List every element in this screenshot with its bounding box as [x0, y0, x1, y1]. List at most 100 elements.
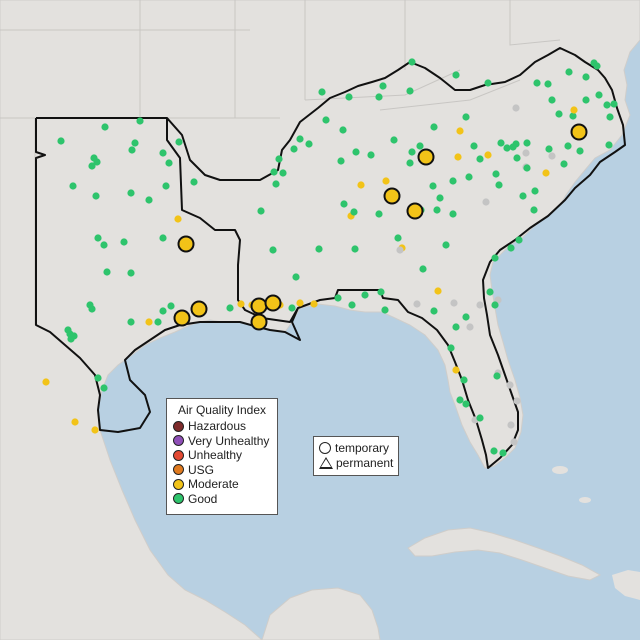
- site-marker[interactable]: [159, 234, 167, 242]
- site-marker[interactable]: [334, 294, 342, 302]
- site-marker[interactable]: [452, 366, 460, 374]
- site-marker[interactable]: [296, 299, 304, 307]
- site-marker[interactable]: [413, 300, 421, 308]
- site-marker[interactable]: [482, 198, 490, 206]
- site-marker[interactable]: [570, 106, 578, 114]
- site-marker[interactable]: [237, 300, 245, 308]
- site-marker[interactable]: [429, 182, 437, 190]
- site-marker[interactable]: [452, 323, 460, 331]
- site-marker[interactable]: [159, 307, 167, 315]
- site-marker[interactable]: [465, 173, 473, 181]
- site-marker[interactable]: [430, 307, 438, 315]
- site-marker[interactable]: [367, 151, 375, 159]
- site-marker-temporary[interactable]: [417, 148, 435, 166]
- site-marker[interactable]: [515, 236, 523, 244]
- site-marker[interactable]: [136, 117, 144, 125]
- site-marker[interactable]: [381, 306, 389, 314]
- site-marker[interactable]: [490, 447, 498, 455]
- site-marker[interactable]: [606, 113, 614, 121]
- site-marker[interactable]: [466, 323, 474, 331]
- site-marker[interactable]: [93, 158, 101, 166]
- site-marker[interactable]: [506, 381, 514, 389]
- site-marker[interactable]: [92, 192, 100, 200]
- site-marker[interactable]: [533, 79, 541, 87]
- site-marker[interactable]: [348, 301, 356, 309]
- site-marker[interactable]: [120, 238, 128, 246]
- site-marker[interactable]: [548, 152, 556, 160]
- site-marker[interactable]: [486, 288, 494, 296]
- site-marker[interactable]: [394, 234, 402, 242]
- site-marker[interactable]: [450, 299, 458, 307]
- site-marker[interactable]: [94, 374, 102, 382]
- site-marker[interactable]: [361, 291, 369, 299]
- site-marker[interactable]: [595, 91, 603, 99]
- site-marker[interactable]: [167, 302, 175, 310]
- site-marker[interactable]: [94, 234, 102, 242]
- site-marker[interactable]: [456, 396, 464, 404]
- site-marker-temporary[interactable]: [190, 300, 208, 318]
- site-marker[interactable]: [290, 145, 298, 153]
- site-marker[interactable]: [576, 147, 584, 155]
- site-marker[interactable]: [379, 82, 387, 90]
- site-marker[interactable]: [377, 288, 385, 296]
- site-marker-temporary[interactable]: [383, 187, 401, 205]
- site-marker[interactable]: [350, 208, 358, 216]
- site-marker-temporary[interactable]: [570, 123, 588, 141]
- site-marker[interactable]: [523, 139, 531, 147]
- site-marker[interactable]: [593, 62, 601, 70]
- site-marker[interactable]: [190, 178, 198, 186]
- site-marker[interactable]: [542, 169, 550, 177]
- site-marker[interactable]: [279, 169, 287, 177]
- site-marker[interactable]: [484, 151, 492, 159]
- site-marker[interactable]: [530, 206, 538, 214]
- site-marker[interactable]: [396, 246, 404, 254]
- site-marker[interactable]: [154, 318, 162, 326]
- site-marker[interactable]: [128, 146, 136, 154]
- site-marker[interactable]: [296, 135, 304, 143]
- site-marker[interactable]: [127, 318, 135, 326]
- site-marker[interactable]: [497, 139, 505, 147]
- site-marker[interactable]: [582, 96, 590, 104]
- site-marker[interactable]: [512, 104, 520, 112]
- site-marker[interactable]: [288, 304, 296, 312]
- site-marker[interactable]: [545, 145, 553, 153]
- site-marker[interactable]: [436, 194, 444, 202]
- site-marker[interactable]: [493, 372, 501, 380]
- site-marker[interactable]: [447, 344, 455, 352]
- site-marker[interactable]: [452, 71, 460, 79]
- site-marker[interactable]: [339, 126, 347, 134]
- site-marker[interactable]: [352, 148, 360, 156]
- site-marker[interactable]: [382, 177, 390, 185]
- site-marker[interactable]: [42, 378, 50, 386]
- site-marker[interactable]: [305, 140, 313, 148]
- site-marker[interactable]: [175, 138, 183, 146]
- site-marker[interactable]: [442, 241, 450, 249]
- site-marker[interactable]: [69, 182, 77, 190]
- site-marker[interactable]: [406, 87, 414, 95]
- site-marker[interactable]: [91, 426, 99, 434]
- site-marker[interactable]: [476, 155, 484, 163]
- site-marker[interactable]: [513, 397, 521, 405]
- site-marker-temporary[interactable]: [250, 313, 268, 331]
- site-marker[interactable]: [57, 137, 65, 145]
- site-marker[interactable]: [351, 245, 359, 253]
- site-marker-temporary[interactable]: [264, 294, 282, 312]
- site-marker[interactable]: [555, 110, 563, 118]
- site-marker[interactable]: [337, 157, 345, 165]
- site-marker[interactable]: [512, 140, 520, 148]
- site-marker[interactable]: [165, 159, 173, 167]
- site-marker[interactable]: [507, 421, 515, 429]
- site-marker[interactable]: [408, 58, 416, 66]
- site-marker[interactable]: [100, 384, 108, 392]
- site-marker[interactable]: [513, 154, 521, 162]
- site-marker[interactable]: [269, 246, 277, 254]
- site-marker[interactable]: [159, 149, 167, 157]
- site-marker[interactable]: [416, 142, 424, 150]
- site-marker[interactable]: [315, 245, 323, 253]
- site-marker[interactable]: [375, 93, 383, 101]
- site-marker[interactable]: [174, 215, 182, 223]
- site-marker[interactable]: [390, 136, 398, 144]
- site-marker[interactable]: [318, 88, 326, 96]
- site-marker[interactable]: [375, 210, 383, 218]
